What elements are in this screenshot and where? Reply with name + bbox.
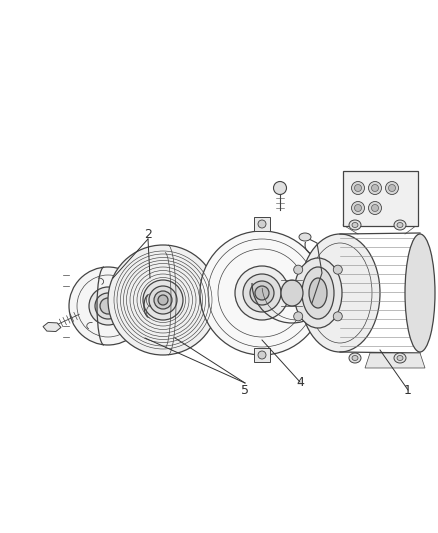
- Polygon shape: [254, 348, 270, 362]
- Ellipse shape: [394, 220, 406, 230]
- Ellipse shape: [333, 312, 343, 321]
- Ellipse shape: [331, 297, 342, 309]
- Ellipse shape: [95, 293, 121, 319]
- Ellipse shape: [389, 184, 396, 191]
- Ellipse shape: [273, 182, 286, 195]
- Ellipse shape: [69, 267, 147, 345]
- Ellipse shape: [352, 201, 364, 214]
- Ellipse shape: [158, 295, 168, 305]
- Ellipse shape: [347, 295, 357, 306]
- Polygon shape: [43, 322, 61, 332]
- Ellipse shape: [281, 280, 303, 306]
- Ellipse shape: [89, 287, 127, 325]
- Ellipse shape: [294, 258, 342, 328]
- Ellipse shape: [358, 291, 374, 309]
- Polygon shape: [254, 217, 270, 231]
- Text: 1: 1: [404, 384, 412, 397]
- Ellipse shape: [352, 222, 358, 228]
- Text: 4: 4: [296, 376, 304, 389]
- Ellipse shape: [314, 297, 325, 309]
- Ellipse shape: [154, 291, 172, 309]
- Ellipse shape: [255, 286, 269, 300]
- Ellipse shape: [326, 292, 346, 314]
- Ellipse shape: [368, 182, 381, 195]
- Polygon shape: [365, 353, 425, 368]
- Text: 5: 5: [241, 384, 249, 397]
- Ellipse shape: [309, 292, 329, 314]
- Ellipse shape: [333, 265, 343, 274]
- Ellipse shape: [243, 274, 281, 312]
- Ellipse shape: [143, 280, 183, 320]
- Ellipse shape: [299, 233, 311, 241]
- Ellipse shape: [200, 231, 324, 355]
- Ellipse shape: [258, 220, 266, 228]
- Ellipse shape: [300, 234, 380, 352]
- Text: 2: 2: [144, 228, 152, 240]
- Ellipse shape: [371, 205, 378, 212]
- Ellipse shape: [354, 184, 361, 191]
- Ellipse shape: [100, 298, 116, 314]
- Ellipse shape: [294, 265, 303, 274]
- Ellipse shape: [258, 351, 266, 359]
- Ellipse shape: [349, 353, 361, 363]
- FancyBboxPatch shape: [343, 171, 418, 226]
- Ellipse shape: [302, 267, 334, 319]
- Ellipse shape: [309, 278, 327, 308]
- Ellipse shape: [349, 220, 361, 230]
- Ellipse shape: [149, 286, 177, 314]
- Ellipse shape: [343, 291, 361, 311]
- Ellipse shape: [352, 182, 364, 195]
- Ellipse shape: [235, 266, 289, 320]
- Ellipse shape: [385, 182, 399, 195]
- Ellipse shape: [394, 353, 406, 363]
- Ellipse shape: [397, 222, 403, 228]
- Ellipse shape: [397, 356, 403, 360]
- Ellipse shape: [354, 205, 361, 212]
- Ellipse shape: [108, 245, 218, 355]
- Ellipse shape: [250, 281, 274, 305]
- Ellipse shape: [294, 312, 303, 321]
- Ellipse shape: [352, 356, 358, 360]
- Ellipse shape: [362, 295, 371, 305]
- Ellipse shape: [405, 234, 435, 352]
- Ellipse shape: [368, 201, 381, 214]
- Ellipse shape: [371, 184, 378, 191]
